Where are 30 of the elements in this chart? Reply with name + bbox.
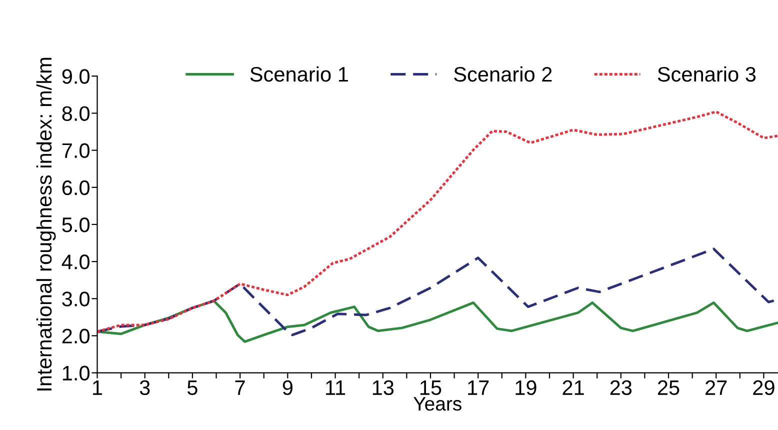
- y-tick-label: 9.0: [62, 69, 90, 84]
- x-tick-label: 13: [372, 380, 394, 396]
- y-tick-label: 6.0: [62, 180, 90, 196]
- x-tick-label: 21: [562, 380, 584, 395]
- legend-label: Scenario 3: [658, 66, 756, 82]
- x-tick-label: 19: [516, 380, 536, 396]
- y-tick-label: 2.0: [62, 328, 90, 344]
- y-tick-label: 5.0: [62, 217, 90, 232]
- legend-label: Scenario 2: [454, 66, 552, 82]
- x-tick-label: 23: [610, 380, 632, 396]
- line-series: [97, 110, 778, 333]
- y-tick-label: 3.0: [62, 292, 90, 306]
- x-tick-label: 25: [658, 380, 680, 396]
- x-tick-label: 5: [188, 380, 198, 396]
- x-axis-title: Years: [414, 397, 462, 411]
- y-tick-label: 7.0: [62, 143, 90, 158]
- x-tick-label: 15: [420, 380, 442, 396]
- y-tick-label: 1.0: [62, 366, 90, 381]
- x-tick-label: 1: [93, 380, 102, 395]
- x-tick-label: 29: [753, 380, 774, 396]
- x-tick-label: 17: [468, 380, 489, 395]
- x-tick-label: 9: [282, 380, 292, 396]
- y-tick-label: 8.0: [62, 106, 90, 121]
- legend-label: Scenario 1: [250, 66, 348, 82]
- x-tick-label: 27: [706, 380, 727, 395]
- x-tick-label: 11: [326, 380, 346, 395]
- y-axis-title: International roughness index: m/km: [36, 58, 56, 390]
- x-tick-label: 7: [235, 380, 245, 395]
- x-tick-label: 3: [140, 380, 150, 396]
- y-tick-label: 4.0: [62, 254, 90, 270]
